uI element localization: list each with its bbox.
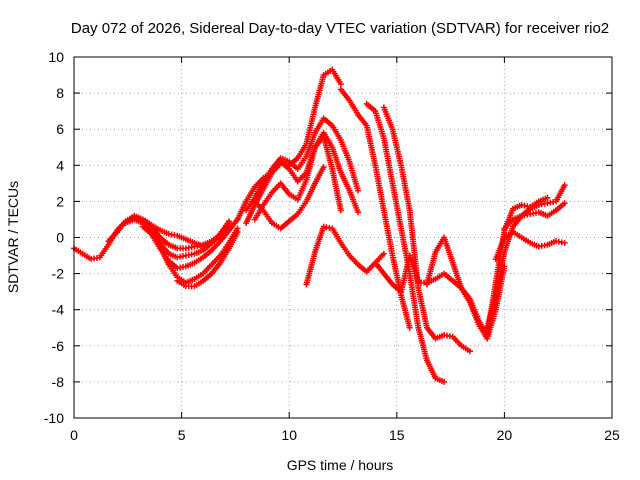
y-tick-label: -10 (44, 410, 64, 426)
data-point (337, 81, 344, 88)
x-tick-label: 10 (281, 427, 297, 443)
series-19 (492, 229, 568, 263)
data-point (561, 239, 568, 246)
y-tick-label: 8 (56, 85, 64, 101)
data-point (225, 220, 232, 227)
data-point (561, 200, 568, 207)
data-points (71, 66, 568, 385)
data-point (355, 209, 362, 216)
y-tick-label: 4 (56, 157, 64, 173)
data-point (380, 250, 387, 257)
data-point (406, 324, 413, 331)
series-12 (303, 223, 387, 288)
x-axis-ticks: 0 5 10 15 20 25 (70, 57, 620, 443)
y-axis-ticks: -10 -8 -6 -4 -2 0 2 4 6 8 10 (44, 49, 612, 426)
data-point (561, 182, 568, 189)
y-tick-label: -6 (52, 338, 65, 354)
x-tick-label: 15 (389, 427, 405, 443)
y-tick-label: 0 (56, 230, 64, 246)
x-tick-label: 25 (604, 427, 620, 443)
series-6 (174, 229, 241, 290)
data-point (234, 229, 241, 236)
x-tick-label: 20 (497, 427, 513, 443)
data-point (441, 378, 448, 385)
data-point (466, 348, 473, 355)
x-tick-label: 5 (178, 427, 186, 443)
y-tick-label: 10 (48, 49, 64, 65)
chart-title: Day 072 of 2026, Sidereal Day-to-day VTE… (71, 20, 609, 37)
y-tick-label: 6 (56, 121, 64, 137)
series-5 (148, 225, 241, 286)
y-tick-label: 2 (56, 193, 64, 209)
series-13 (337, 86, 413, 331)
x-axis-label: GPS time / hours (287, 457, 394, 473)
series-11 (251, 164, 327, 232)
y-tick-label: -4 (52, 302, 65, 318)
data-point (544, 194, 551, 201)
y-tick-label: -2 (52, 266, 65, 282)
x-tick-label: 0 (70, 427, 78, 443)
series-7 (234, 66, 344, 223)
series-10 (251, 133, 344, 223)
series-15 (380, 104, 473, 355)
data-point (337, 207, 344, 214)
series-14 (363, 100, 448, 385)
data-point (320, 164, 327, 171)
y-axis-label: SDTVAR / TECUs (5, 181, 21, 293)
y-tick-label: -8 (52, 374, 65, 390)
gridlines (74, 57, 612, 418)
data-point (355, 187, 362, 194)
series-20 (501, 200, 568, 232)
